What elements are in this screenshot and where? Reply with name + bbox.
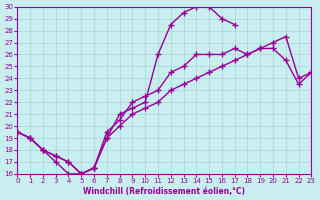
X-axis label: Windchill (Refroidissement éolien,°C): Windchill (Refroidissement éolien,°C) bbox=[84, 187, 245, 196]
